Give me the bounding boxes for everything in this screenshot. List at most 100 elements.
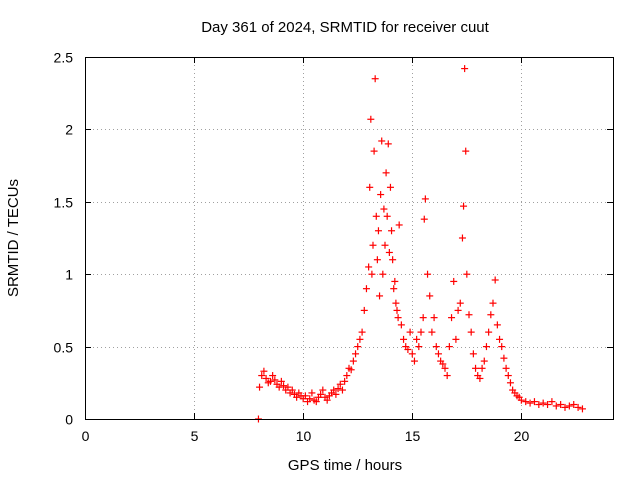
data-point xyxy=(445,343,453,351)
data-point xyxy=(428,328,436,336)
data-point xyxy=(420,215,428,223)
data-point xyxy=(362,285,370,293)
data-point xyxy=(574,403,582,411)
data-point xyxy=(526,399,534,407)
data-point xyxy=(338,386,346,394)
data-point xyxy=(424,270,432,278)
data-point xyxy=(452,335,460,343)
data-point xyxy=(323,396,331,404)
grid xyxy=(85,57,613,419)
data-point xyxy=(356,335,364,343)
data-point xyxy=(522,398,530,406)
data-point xyxy=(341,377,349,385)
data-point xyxy=(367,115,375,123)
data-point xyxy=(269,372,277,380)
data-point xyxy=(378,137,386,145)
data-point xyxy=(395,221,403,229)
data-point xyxy=(349,357,357,365)
data-point xyxy=(271,376,279,384)
data-point xyxy=(506,379,514,387)
data-point xyxy=(306,395,314,403)
data-point xyxy=(384,140,392,148)
data-point xyxy=(365,263,373,271)
data-point xyxy=(430,314,438,322)
data-point xyxy=(539,399,547,407)
data-point xyxy=(317,390,325,398)
data-point xyxy=(480,357,488,365)
data-point xyxy=(377,191,385,199)
data-point xyxy=(372,212,380,220)
data-point xyxy=(530,398,538,406)
y-tick-label: 1.5 xyxy=(54,195,74,211)
data-point xyxy=(410,357,418,365)
axis-ticks xyxy=(85,57,613,420)
data-point xyxy=(256,383,264,391)
data-point xyxy=(467,328,475,336)
data-point xyxy=(288,386,296,394)
data-point xyxy=(258,372,266,380)
data-point xyxy=(456,299,464,307)
data-point xyxy=(570,401,578,409)
data-point xyxy=(463,270,471,278)
data-point xyxy=(544,401,552,409)
x-axis-title: GPS time / hours xyxy=(288,457,402,474)
data-point xyxy=(373,256,381,264)
y-tick-label: 2.5 xyxy=(54,50,74,66)
data-point xyxy=(389,256,397,264)
data-point xyxy=(381,241,389,249)
data-point xyxy=(565,402,573,410)
data-point xyxy=(439,360,447,368)
data-point xyxy=(379,270,387,278)
y-tick-label: 1 xyxy=(65,267,73,283)
data-point xyxy=(448,314,456,322)
data-point xyxy=(482,343,490,351)
data-point xyxy=(308,389,316,397)
data-point xyxy=(385,248,393,256)
data-point xyxy=(277,377,285,385)
data-point xyxy=(443,372,451,380)
data-point xyxy=(517,396,525,404)
data-point xyxy=(374,227,382,235)
chart-title: Day 361 of 2024, SRMTID for receiver cuu… xyxy=(201,19,489,36)
data-point xyxy=(280,382,288,390)
data-point xyxy=(426,292,434,300)
plot-frame xyxy=(85,57,614,420)
data-point xyxy=(376,292,384,300)
data-point xyxy=(319,386,327,394)
data-point xyxy=(441,364,449,372)
data-point xyxy=(502,364,510,372)
data-point xyxy=(284,383,292,391)
x-tick-label: 20 xyxy=(514,428,530,444)
data-point xyxy=(293,393,301,401)
data-point xyxy=(460,202,468,210)
x-tick-label: 5 xyxy=(191,428,199,444)
data-point xyxy=(487,311,495,319)
data-point xyxy=(370,147,378,155)
data-point xyxy=(404,345,412,353)
data-point xyxy=(260,367,268,375)
data-point xyxy=(408,350,416,358)
data-point xyxy=(465,311,473,319)
data-point xyxy=(371,75,379,83)
data-point xyxy=(266,377,274,385)
data-point xyxy=(334,385,342,393)
data-point xyxy=(330,386,338,394)
data-point xyxy=(458,234,466,242)
data-point xyxy=(498,343,506,351)
data-point xyxy=(561,403,569,411)
data-point xyxy=(360,306,368,314)
y-tick-label: 0.5 xyxy=(54,340,74,356)
y-tick-label: 2 xyxy=(65,122,73,138)
data-point xyxy=(461,65,469,73)
data-point xyxy=(391,277,399,285)
data-point xyxy=(578,405,586,413)
data-point xyxy=(382,169,390,177)
data-point xyxy=(462,147,470,155)
data-point xyxy=(552,402,560,410)
data-point xyxy=(366,183,374,191)
data-point xyxy=(397,321,405,329)
data-point xyxy=(368,270,376,278)
data-point xyxy=(386,183,394,191)
data-point xyxy=(332,390,340,398)
data-point xyxy=(493,321,501,329)
